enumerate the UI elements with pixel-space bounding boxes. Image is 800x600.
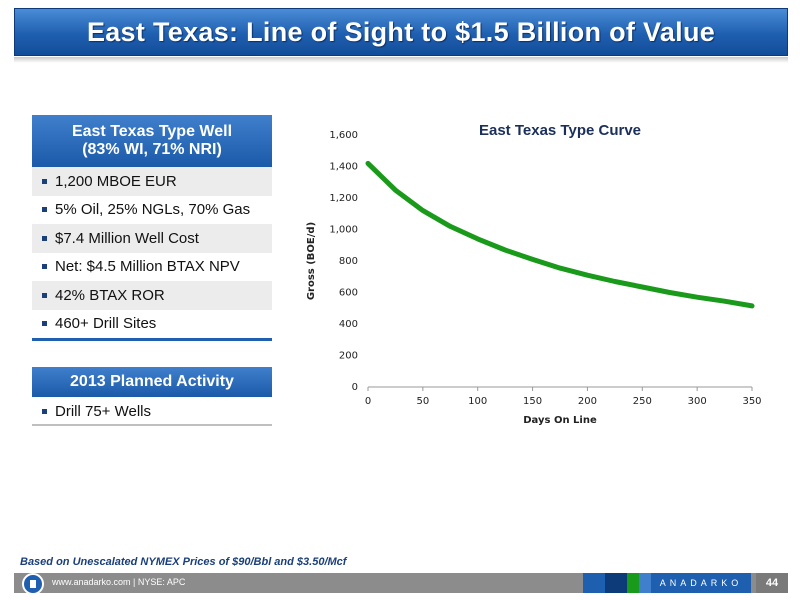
type-well-heading-line2: (83% WI, 71% NRI) — [82, 141, 222, 158]
anadarko-logo-icon — [22, 573, 44, 595]
x-tick-label: 200 — [578, 396, 597, 407]
list-item-text: 1,200 MBOE EUR — [55, 172, 177, 190]
footer-square-2 — [605, 573, 627, 593]
type-well-heading: East Texas Type Well (83% WI, 71% NRI) — [32, 115, 272, 167]
planned-activity-heading: 2013 Planned Activity — [32, 367, 272, 397]
type-well-heading-line1: East Texas Type Well — [71, 123, 233, 140]
y-tick-label: 1,400 — [329, 162, 358, 173]
y-tick-label: 800 — [339, 256, 358, 267]
bullet-icon — [42, 264, 47, 270]
list-item: 42% BTAX ROR — [32, 281, 272, 310]
type-curve-svg: East Texas Type Curve 0 200 400 600 800 1,000 1… — [306, 122, 762, 426]
footer-square-1 — [583, 573, 605, 593]
x-tick-label: 300 — [688, 396, 707, 407]
list-item-text: Drill 75+ Wells — [55, 402, 151, 420]
planned-activity-heading-text: 2013 Planned Activity — [70, 373, 234, 390]
y-axis-label: Gross (BOE/d) — [306, 222, 317, 300]
x-tick-label: 50 — [416, 396, 429, 407]
list-item: Net: $4.5 Million BTAX NPV — [32, 252, 272, 281]
y-tick-label: 1,600 — [329, 130, 358, 141]
type-curve-line — [365, 160, 755, 309]
chart-title: East Texas Type Curve — [479, 122, 641, 139]
price-footnote: Based on Unescalated NYMEX Prices of $90… — [20, 556, 347, 568]
bullet-icon — [42, 178, 47, 184]
x-tick-label: 100 — [468, 396, 487, 407]
x-tick-label: 150 — [523, 396, 542, 407]
y-tick-label: 600 — [339, 288, 358, 299]
bullet-icon — [42, 408, 47, 414]
list-item: Drill 75+ Wells — [32, 397, 272, 426]
type-well-underline — [32, 338, 272, 341]
title-bar: East Texas: Line of Sight to $1.5 Billio… — [14, 8, 788, 56]
slide-title: East Texas: Line of Sight to $1.5 Billio… — [86, 16, 716, 47]
planned-activity-list: Drill 75+ Wells — [32, 397, 272, 426]
bullet-icon — [42, 292, 47, 298]
y-tick-label: 1,000 — [329, 225, 358, 236]
bullet-icon — [42, 235, 47, 241]
bullet-icon — [42, 207, 47, 213]
list-item-text: 42% BTAX ROR — [55, 286, 165, 304]
x-axis-label: Days On Line — [523, 415, 597, 426]
planned-activity-underline — [32, 424, 272, 426]
y-tick-label: 400 — [339, 319, 358, 330]
footer-website: www.anadarko.com | NYSE: APC — [52, 577, 186, 587]
x-tick-label: 350 — [742, 396, 761, 407]
type-well-list: 1,200 MBOE EUR 5% Oil, 25% NGLs, 70% Gas… — [32, 167, 272, 338]
list-item: 5% Oil, 25% NGLs, 70% Gas — [32, 195, 272, 224]
x-tick-label: 0 — [365, 396, 371, 407]
title-shadow — [14, 57, 788, 63]
list-item-text: 5% Oil, 25% NGLs, 70% Gas — [55, 201, 251, 219]
footer-square-4 — [639, 573, 651, 593]
footer-square-3 — [627, 573, 639, 593]
list-item: $7.4 Million Well Cost — [32, 224, 272, 253]
bullet-icon — [42, 321, 47, 327]
y-tick-label: 1,200 — [329, 193, 358, 204]
list-item-text: 460+ Drill Sites — [55, 315, 157, 333]
list-item-text: Net: $4.5 Million BTAX NPV — [55, 258, 240, 276]
list-item-text: $7.4 Million Well Cost — [55, 229, 199, 247]
list-item: 1,200 MBOE EUR — [32, 167, 272, 196]
list-item: 460+ Drill Sites — [32, 309, 272, 338]
y-tick-label: 200 — [339, 351, 358, 362]
type-curve-chart: East Texas Type Curve 0 200 400 600 800 1,000 1… — [300, 110, 780, 440]
page-number: 44 — [756, 573, 788, 593]
footer-brand: ANADARKO — [651, 573, 751, 593]
y-tick-label: 0 — [352, 382, 358, 393]
x-tick-label: 250 — [633, 396, 652, 407]
